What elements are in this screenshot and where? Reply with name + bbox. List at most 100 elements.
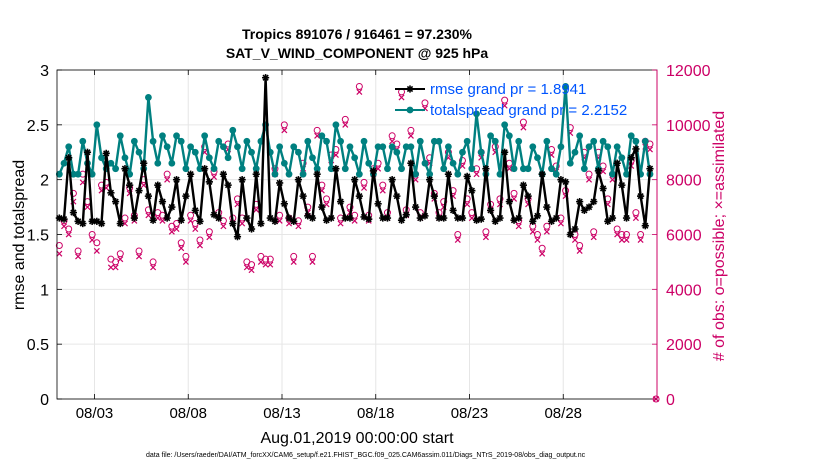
spread-point [360,137,368,145]
obs-possible-point [116,250,124,258]
spread-point [520,165,527,173]
spread-point [468,165,476,173]
obs-assimilated-point [590,234,597,241]
obs-possible-point [613,225,621,233]
spread-point [627,132,635,140]
rmse-point [646,165,654,172]
spread-point [459,148,466,156]
spread-point [548,165,555,173]
rmse-point [632,145,640,153]
rmse-point [276,179,283,187]
spread-point [552,170,560,178]
rmse-point [356,192,363,200]
obs-assimilated-point [586,176,593,183]
spread-point [295,148,302,156]
rmse-point [393,192,401,200]
obs-assimilated-point [571,236,578,244]
spread-point [412,170,419,178]
obs-assimilated-point [150,264,157,271]
spread-point [205,154,213,162]
rmse-point [243,214,251,222]
spread-point [290,143,298,151]
obs-possible-point [177,239,185,247]
rmse-point [599,185,607,192]
spread-point [609,170,616,178]
rmse-point [84,149,91,156]
obs-assimilated-point [61,223,68,230]
obs-possible-point [290,252,298,260]
rmse-point [187,171,194,178]
rmse-point [332,165,340,172]
spread-point [505,132,513,140]
obs-assimilated-point [332,151,339,159]
obs-assimilated-point [482,234,489,241]
obs-assimilated-point [295,223,302,230]
obs-assimilated-point [56,250,63,257]
legend-spread-marker [406,106,414,114]
rmse-point [121,165,129,172]
spread-point [168,159,176,167]
rmse-point [384,214,391,222]
rmse-point [407,160,415,167]
obs-assimilated-point [276,217,283,224]
y-tick-label-right: 6000 [666,228,702,245]
spread-point [280,159,288,167]
ticks: 08/03 08/08 08/13 08/18 08/23 08/28 0 0.5 1 1.5 2 2… [27,63,711,422]
y-tick-label: 0.5 [27,337,49,354]
spread-point [341,165,349,173]
rmse-point [70,209,77,216]
rmse-point [398,217,405,224]
rmse-point [88,218,96,225]
rmse-point [365,215,372,223]
rmse-point [234,233,241,240]
spread-point [224,154,232,162]
obs-assimilated-point [511,195,518,202]
rmse-point [426,176,433,183]
obs-assimilated-point [506,165,513,172]
rmse-point [642,222,649,229]
spread-point [323,137,330,145]
y-tick-label-right: 4000 [666,282,702,299]
obs-assimilated-point [351,217,358,224]
obs-possible-point [173,220,181,228]
obs-possible-point [112,258,120,266]
spread-point [632,137,640,145]
rmse-point [506,198,513,205]
rmse-point [403,211,410,218]
rmse-point [154,181,161,189]
obs-possible-point [323,195,331,203]
obs-assimilated-point [515,223,522,230]
obs-possible-point [360,178,368,186]
spread-point [177,137,185,145]
obs-assimilated-point [75,253,82,260]
spread-point [398,165,405,173]
spread-point [576,132,584,140]
spread-point [79,137,87,145]
rmse-point [609,214,616,222]
spread-point [130,137,138,145]
obs-possible-point [69,189,77,197]
spread-point [238,165,246,173]
spread-point [182,165,190,173]
obs-possible-point [149,258,157,266]
spread-point [154,159,162,167]
obs-assimilated-point [618,236,625,244]
spread-point [585,143,593,151]
obs-assimilated-point [290,258,297,265]
rmse-point [145,192,152,200]
spread-point [416,137,424,145]
obs-assimilated-point [93,247,100,254]
rmse-point [520,181,527,189]
rmse-point [224,181,232,189]
rmse-point [215,214,222,222]
legend-rmse-marker-stroke [406,85,414,93]
spread-point [210,165,218,173]
rmse-point [93,218,101,225]
obs-assimilated-point [309,258,316,265]
spread-point [599,137,607,145]
rmse-point [65,154,72,161]
rmse-point [248,225,255,233]
spread-point [487,132,494,140]
obs-possible-point [280,121,288,129]
rmse-point [421,212,429,220]
